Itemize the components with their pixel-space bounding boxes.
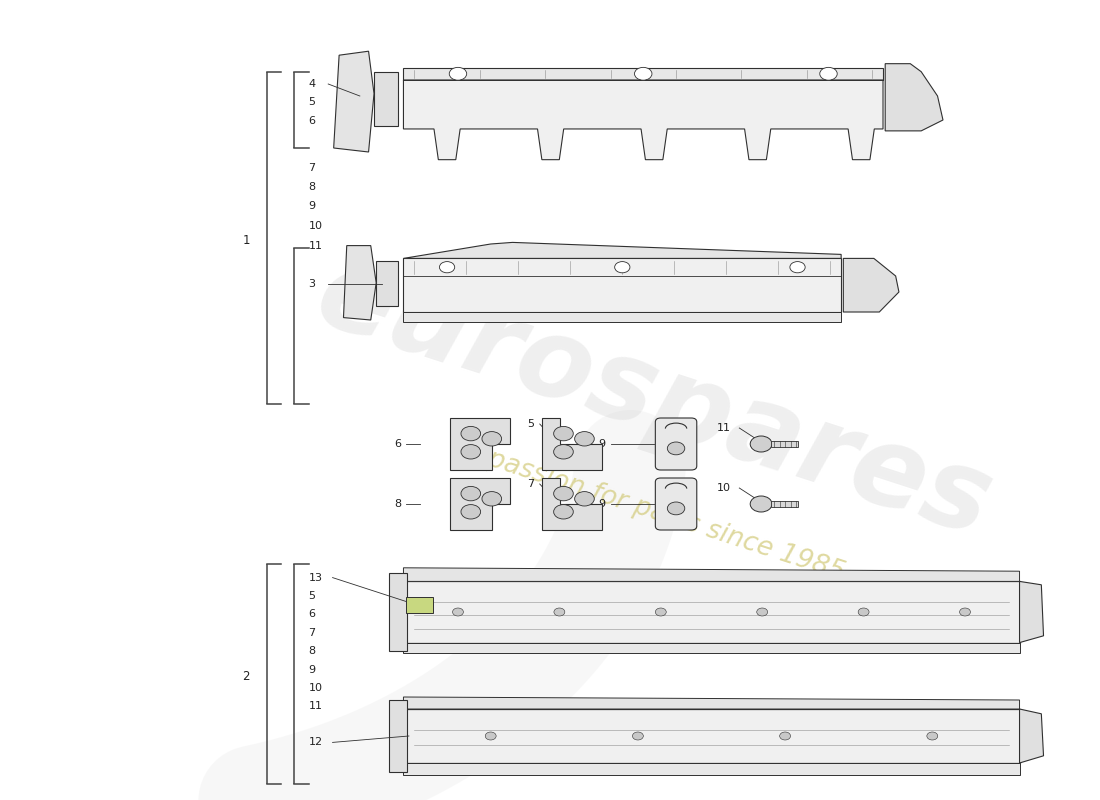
FancyBboxPatch shape [656,478,696,530]
Text: 6: 6 [309,116,316,126]
Circle shape [449,67,466,80]
Text: 8: 8 [394,499,402,509]
Circle shape [790,262,805,273]
Circle shape [461,486,481,501]
Text: 5: 5 [527,419,535,429]
Text: 5: 5 [309,591,316,601]
Polygon shape [404,242,842,258]
Circle shape [959,608,970,616]
Polygon shape [542,418,603,470]
Polygon shape [376,261,398,306]
Polygon shape [389,700,407,772]
Circle shape [553,426,573,441]
Polygon shape [404,642,1020,653]
Text: 6: 6 [394,439,402,449]
Circle shape [668,442,685,454]
Circle shape [553,505,573,519]
Polygon shape [844,258,899,312]
Polygon shape [404,582,1020,642]
Circle shape [927,732,938,740]
Polygon shape [771,501,799,507]
Text: 1: 1 [242,234,250,246]
Polygon shape [406,597,433,613]
Text: eurospares: eurospares [304,241,1004,559]
Circle shape [439,262,454,273]
Circle shape [750,436,772,452]
Circle shape [461,426,481,441]
Polygon shape [404,67,883,80]
Text: 6: 6 [309,610,316,619]
Polygon shape [404,568,1020,582]
Circle shape [553,486,573,501]
Polygon shape [404,763,1020,775]
FancyBboxPatch shape [656,418,696,470]
Circle shape [553,445,573,459]
Polygon shape [404,258,842,312]
Text: 7: 7 [309,628,316,638]
Polygon shape [886,64,943,131]
Circle shape [858,608,869,616]
Text: 13: 13 [309,573,322,582]
Text: 8: 8 [309,182,316,192]
Circle shape [461,445,481,459]
Polygon shape [333,51,374,152]
Circle shape [574,432,594,446]
Text: 11: 11 [309,241,322,250]
Polygon shape [374,71,398,126]
Circle shape [482,491,502,506]
Circle shape [452,608,463,616]
Circle shape [461,505,481,519]
Text: 2: 2 [242,670,250,682]
Circle shape [750,496,772,512]
Circle shape [485,732,496,740]
Circle shape [615,262,630,273]
Polygon shape [404,312,842,322]
Circle shape [635,67,652,80]
Text: 9: 9 [598,439,605,449]
Text: 4: 4 [309,79,316,89]
Circle shape [668,502,685,515]
Circle shape [780,732,791,740]
Text: 9: 9 [598,499,605,509]
Text: 10: 10 [309,221,322,230]
Text: 10: 10 [309,683,322,693]
Polygon shape [1020,709,1044,763]
Text: 10: 10 [716,483,730,493]
Text: 12: 12 [309,738,322,747]
Circle shape [482,432,502,446]
Circle shape [632,732,644,740]
Text: 11: 11 [309,702,322,711]
Polygon shape [542,478,603,530]
Text: 9: 9 [309,665,316,674]
Polygon shape [389,574,407,650]
Circle shape [574,491,594,506]
Circle shape [656,608,667,616]
Text: 11: 11 [716,423,730,433]
Polygon shape [404,697,1020,709]
Circle shape [820,67,837,80]
Text: 3: 3 [309,279,316,289]
Text: 9: 9 [309,202,316,211]
Text: 8: 8 [309,646,316,656]
Text: 7: 7 [309,163,316,173]
Text: a passion for parts since 1985: a passion for parts since 1985 [461,438,848,586]
Polygon shape [1020,582,1044,642]
Text: 7: 7 [527,479,535,489]
Polygon shape [404,80,883,160]
Circle shape [757,608,768,616]
Polygon shape [450,478,509,530]
Text: 5: 5 [309,98,316,107]
Circle shape [554,608,564,616]
Polygon shape [343,246,376,320]
Polygon shape [404,709,1020,763]
Polygon shape [771,441,799,447]
Polygon shape [450,418,509,470]
